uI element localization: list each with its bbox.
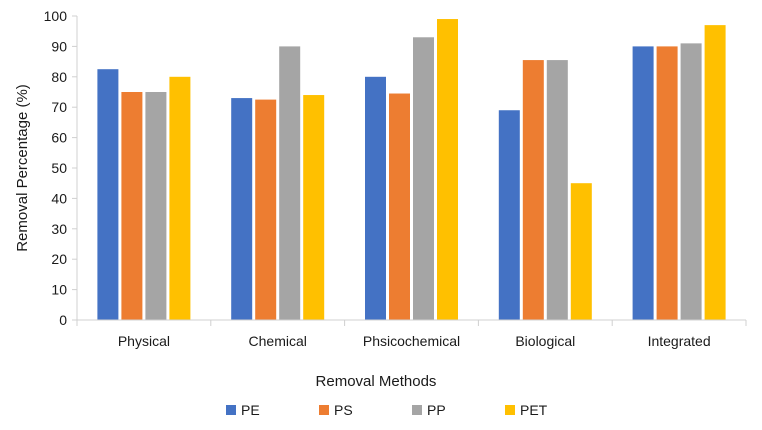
bar-pet-phsicochemical bbox=[437, 19, 458, 320]
legend-swatch-pp bbox=[412, 405, 422, 415]
y-axis-title: Removal Percentage (%) bbox=[14, 84, 31, 252]
legend-label-pp: PP bbox=[427, 402, 446, 418]
y-tick-label: 20 bbox=[51, 251, 67, 267]
legend-label-ps: PS bbox=[334, 402, 353, 418]
bar-ps-biological bbox=[522, 60, 544, 321]
y-tick-labels: 0 10 20 30 40 50 60 70 80 90 100 bbox=[44, 8, 68, 328]
bar-ps-phsicochemical bbox=[389, 93, 410, 321]
bar-ps-integrated bbox=[656, 46, 678, 321]
bar-pe-integrated bbox=[632, 46, 654, 321]
y-tick-label: 90 bbox=[51, 38, 67, 54]
y-tick-label: 30 bbox=[51, 221, 67, 237]
bar-pe-chemical bbox=[231, 98, 253, 320]
bar-pet-physical bbox=[169, 76, 191, 320]
bar-pe-phsicochemical bbox=[365, 76, 386, 320]
x-category-label: Phsicochemical bbox=[363, 333, 460, 349]
legend-label-pe: PE bbox=[241, 402, 260, 418]
bar-pe-physical bbox=[97, 69, 119, 320]
y-tick-label: 100 bbox=[44, 8, 68, 24]
x-category-label: Integrated bbox=[648, 333, 711, 349]
bar-ps-physical bbox=[121, 92, 143, 320]
legend-swatch-ps bbox=[319, 405, 329, 415]
bar-pet-biological bbox=[570, 183, 592, 320]
legend-swatch-pet bbox=[505, 405, 515, 415]
y-tick-label: 0 bbox=[59, 312, 67, 328]
legend-label-pet: PET bbox=[520, 402, 548, 418]
y-tick-label: 60 bbox=[51, 130, 67, 146]
bar-pe-biological bbox=[498, 110, 520, 321]
legend: PE PS PP PET bbox=[226, 402, 548, 418]
x-category-label: Physical bbox=[118, 333, 170, 349]
bar-pet-integrated bbox=[704, 25, 726, 321]
y-tick-label: 10 bbox=[51, 282, 67, 298]
bar-ps-chemical bbox=[255, 99, 277, 320]
bar-pp-phsicochemical bbox=[413, 37, 434, 320]
y-tick-label: 80 bbox=[51, 69, 67, 85]
legend-swatch-pe bbox=[226, 405, 236, 415]
x-category-labels: Physical Chemical Phsicochemical Biological… bbox=[118, 333, 711, 349]
x-category-label: Biological bbox=[515, 333, 575, 349]
bar-pet-chemical bbox=[303, 95, 325, 320]
x-axis-title: Removal Methods bbox=[316, 373, 437, 390]
axes-layer bbox=[72, 15, 747, 326]
bar-pp-biological bbox=[546, 60, 568, 321]
bar-pp-chemical bbox=[279, 46, 301, 321]
y-tick-label: 50 bbox=[51, 160, 67, 176]
bar-pp-physical bbox=[145, 92, 167, 320]
y-tick-label: 70 bbox=[51, 99, 67, 115]
x-category-label: Chemical bbox=[249, 333, 307, 349]
bar-pp-integrated bbox=[680, 43, 702, 321]
y-tick-label: 40 bbox=[51, 190, 67, 206]
bars-layer bbox=[97, 19, 726, 321]
